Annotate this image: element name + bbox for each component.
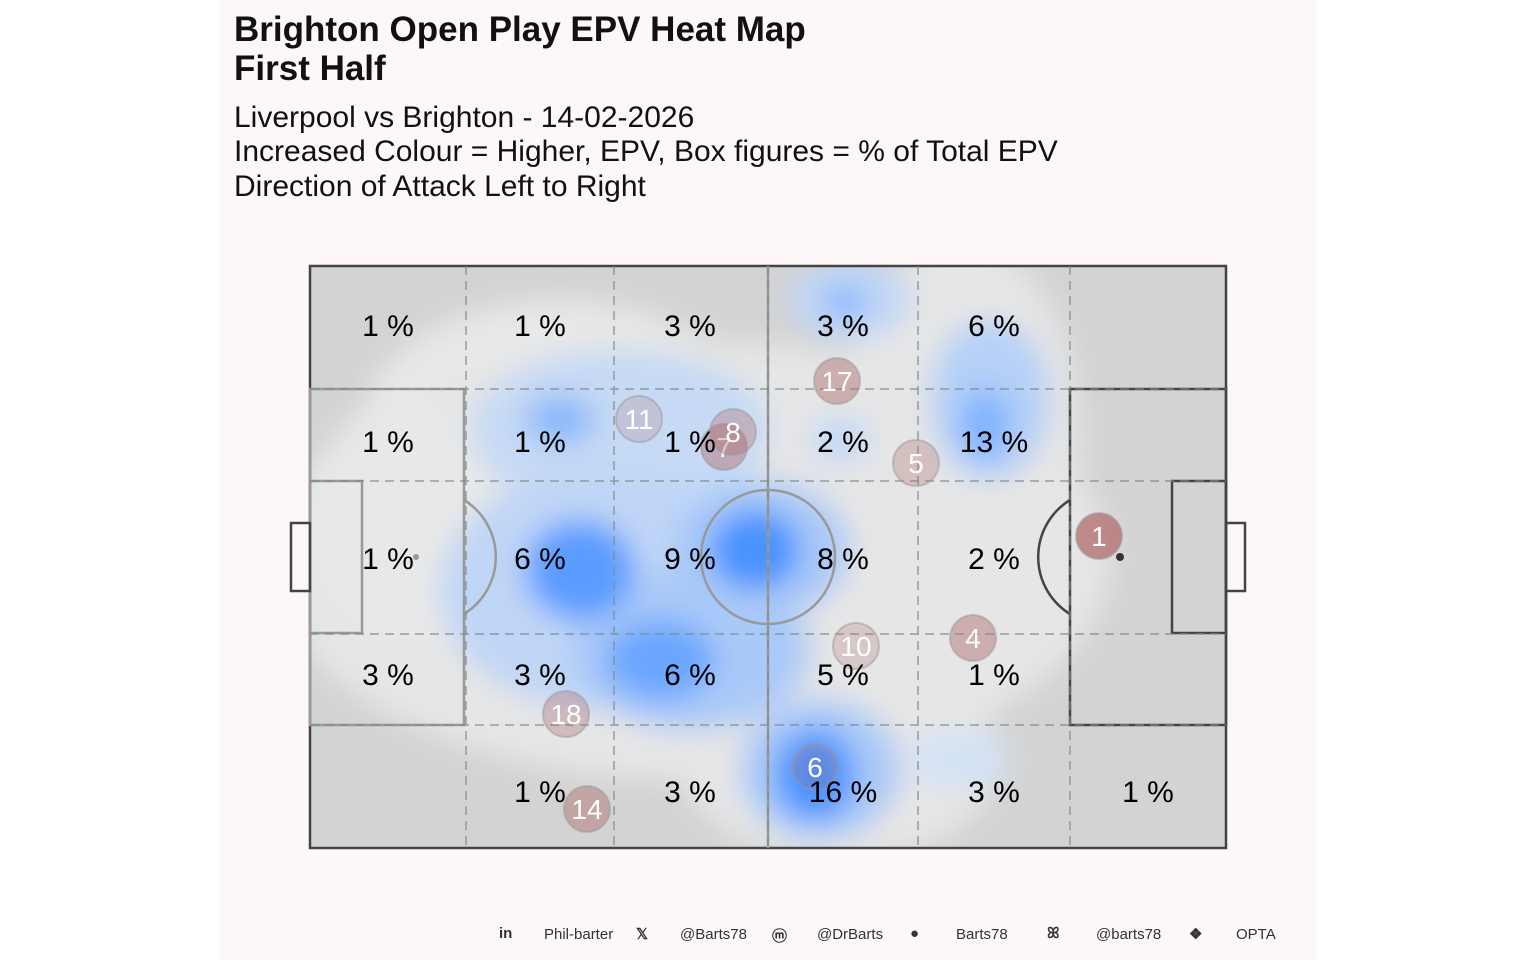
zone-percentage-label: 1 % (664, 426, 716, 459)
zone-percentage-label: 3 % (664, 776, 716, 809)
zone-percentage-label: 2 % (968, 543, 1020, 576)
zone-percentage-label: 1 % (362, 310, 414, 343)
player-number: 1 (1091, 521, 1107, 552)
player-number: 18 (550, 699, 581, 730)
player-marker (892, 439, 940, 487)
dropbox-icon: ❖ (1189, 926, 1203, 943)
chart-title: Brighton Open Play EPV Heat Map (234, 10, 806, 49)
zone-percentage-label: 9 % (664, 543, 716, 576)
player-number: 4 (965, 623, 981, 654)
player-number: 8 (725, 417, 741, 448)
footer-linkedin: Phil-barter (544, 926, 614, 943)
mastodon-icon: ⓜ (772, 928, 788, 945)
heat-blob (605, 620, 715, 700)
player-marker (791, 743, 839, 791)
x-icon: 𝕏 (636, 926, 649, 943)
zone-percentage-label: 16 % (809, 776, 877, 809)
zone-grid (310, 266, 1226, 848)
heat-blob (470, 350, 770, 510)
zone-percentage-label: 3 % (817, 310, 869, 343)
github-icon: ● (910, 925, 920, 942)
zone-percentage-label: 1 % (362, 426, 414, 459)
zone-percentage-label: 1 % (514, 310, 566, 343)
player-marker (542, 690, 590, 738)
subtitle-direction: Direction of Attack Left to Right (234, 170, 646, 203)
linkedin-icon: in (499, 925, 513, 942)
bluesky-icon: ꕤ (1047, 925, 1060, 942)
footer-mastodon: @DrBarts (817, 926, 884, 943)
zone-percentage-label: 3 % (664, 310, 716, 343)
zone-percentage-label: 1 % (968, 659, 1020, 692)
heat-blob (525, 395, 595, 445)
player-marker (949, 614, 997, 662)
player-marker (563, 785, 611, 833)
zone-percentage-label: 5 % (817, 659, 869, 692)
zone-percentage-label: 1 % (514, 776, 566, 809)
zone-percentage-label: 1 % (514, 426, 566, 459)
subtitle-match: Liverpool vs Brighton - 14-02-2026 (234, 101, 695, 134)
heat-blob (825, 287, 865, 317)
heat-blob (775, 730, 855, 820)
player-marker (709, 408, 757, 456)
footer-x: @Barts78 (680, 926, 747, 943)
footer-github: Barts78 (956, 926, 1008, 943)
footer-bluesky: @barts78 (1096, 926, 1162, 943)
subtitle-legend: Increased Colour = Higher, EPV, Box figu… (234, 135, 1058, 168)
player-marker (813, 357, 861, 405)
footer-source: OPTA (1236, 926, 1276, 943)
zone-percentage-label: 6 % (514, 543, 566, 576)
player-marker (1075, 512, 1123, 560)
player-number: 11 (624, 404, 653, 435)
zone-percentage-label: 1 % (362, 543, 414, 576)
player-number: 14 (571, 794, 602, 825)
zone-percentage-label: 8 % (817, 543, 869, 576)
player-number: 17 (821, 366, 852, 397)
zone-percentage-label: 6 % (664, 659, 716, 692)
zone-percentage-label: 13 % (960, 426, 1028, 459)
chart-title-line2: First Half (234, 49, 386, 88)
zone-percentage-label: 6 % (968, 310, 1020, 343)
zone-percentage-label: 1 % (1122, 776, 1174, 809)
player-number: 6 (807, 752, 823, 783)
player-number: 5 (908, 448, 924, 479)
heat-blob (910, 730, 1010, 790)
heat-blob (810, 415, 870, 465)
heat-layer (310, 266, 1110, 848)
zone-labels: 1 % 1 % 3 % 3 % 6 %1 % 1 % 1 % 2 % 13 %1 % 6 % 9 %… (362, 310, 1174, 809)
player-marker (700, 423, 748, 471)
zone-percentage-label: 3 % (968, 776, 1020, 809)
zone-percentage-label: 3 % (362, 659, 414, 692)
player-number: 10 (840, 631, 871, 662)
player-marker (832, 622, 880, 670)
player-marker (615, 395, 663, 443)
heat-blob (525, 520, 635, 620)
heat-blob (710, 510, 800, 590)
heat-blob (960, 390, 1010, 460)
zone-percentage-label: 2 % (817, 426, 869, 459)
zone-percentage-label: 3 % (514, 659, 566, 692)
